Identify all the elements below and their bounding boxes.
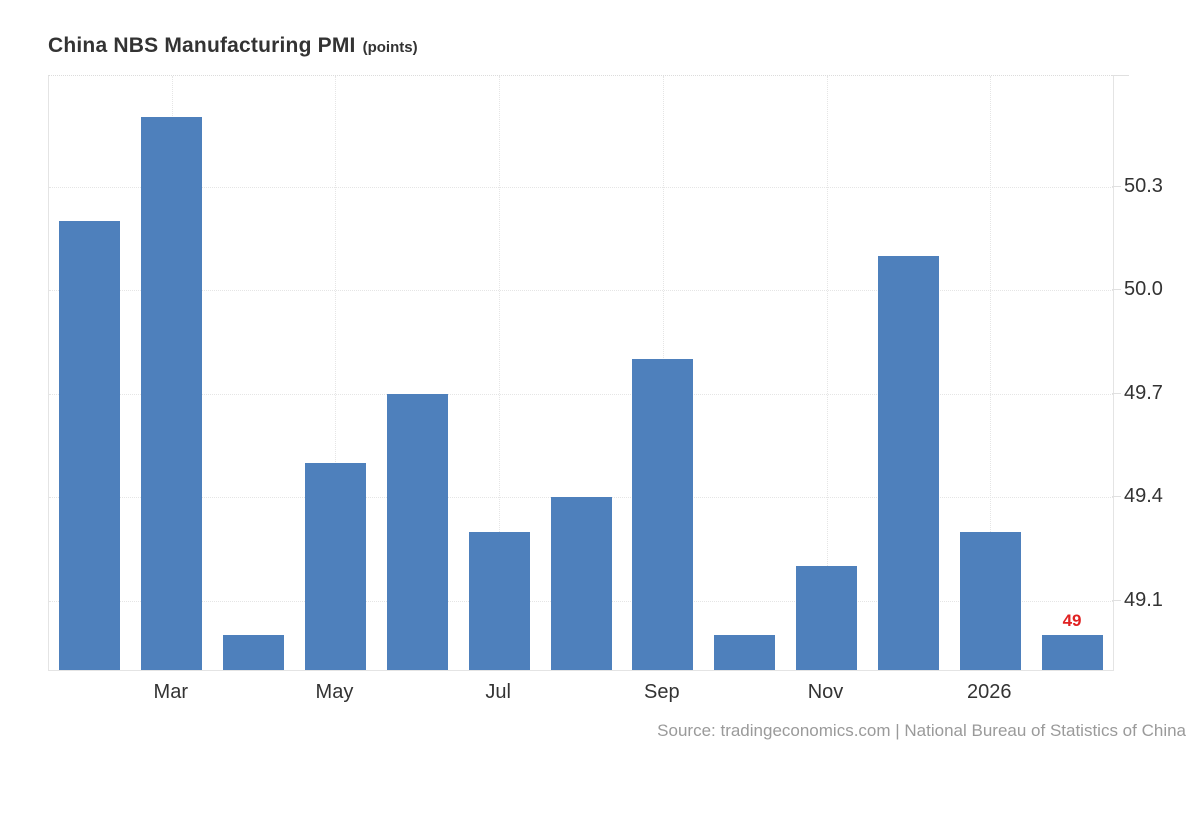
source-text: Source: tradingeconomics.com | National … — [657, 721, 1186, 740]
pmi-bar[interactable] — [959, 531, 1021, 670]
v-gridline — [499, 76, 501, 670]
x-axis-label: Jul — [485, 681, 511, 703]
plot-area: 49 — [48, 75, 1114, 671]
pmi-bar[interactable] — [59, 221, 121, 670]
h-gridline — [49, 393, 1113, 395]
pmi-bar[interactable] — [386, 393, 448, 670]
pmi-bar[interactable] — [304, 462, 366, 670]
y-axis-label: 50.3 — [1124, 174, 1163, 197]
y-axis-tick — [1112, 496, 1121, 498]
v-gridline — [335, 76, 337, 670]
pmi-bar[interactable] — [714, 635, 776, 670]
v-gridline — [826, 76, 828, 670]
chart-header: China NBS Manufacturing PMI (points) — [48, 34, 418, 58]
pmi-bar[interactable] — [632, 359, 694, 670]
y-axis-tick — [1112, 392, 1121, 394]
v-gridline — [990, 76, 992, 670]
y-axis-label: 49.7 — [1124, 381, 1163, 404]
h-gridline — [49, 290, 1113, 292]
chart-title: China NBS Manufacturing PMI — [48, 34, 356, 57]
y-axis-tick — [1112, 599, 1121, 601]
pmi-bar[interactable] — [877, 255, 939, 670]
y-axis-label: 49.4 — [1124, 485, 1163, 508]
x-axis-label: May — [315, 681, 354, 703]
y-axis-top-tick — [1112, 75, 1129, 76]
pmi-bar[interactable] — [796, 566, 858, 670]
pmi-bar[interactable] — [1041, 635, 1103, 670]
pmi-bar[interactable] — [223, 635, 285, 670]
x-axis-label: Sep — [644, 681, 680, 703]
h-gridline — [49, 186, 1113, 188]
y-axis-tick — [1112, 289, 1121, 291]
x-axis-label: Nov — [807, 681, 844, 703]
pmi-bar[interactable] — [550, 497, 612, 670]
pmi-bar[interactable] — [468, 531, 530, 670]
y-axis-label: 49.1 — [1124, 588, 1163, 611]
y-axis-tick — [1112, 185, 1121, 187]
y-axis-label: 50.0 — [1124, 278, 1163, 301]
pmi-bar[interactable] — [141, 117, 203, 670]
chart-title-units: (points) — [362, 39, 418, 56]
x-axis-label: Mar — [153, 681, 188, 703]
x-axis-label: 2026 — [966, 681, 1012, 703]
latest-value-label: 49 — [1062, 611, 1082, 631]
